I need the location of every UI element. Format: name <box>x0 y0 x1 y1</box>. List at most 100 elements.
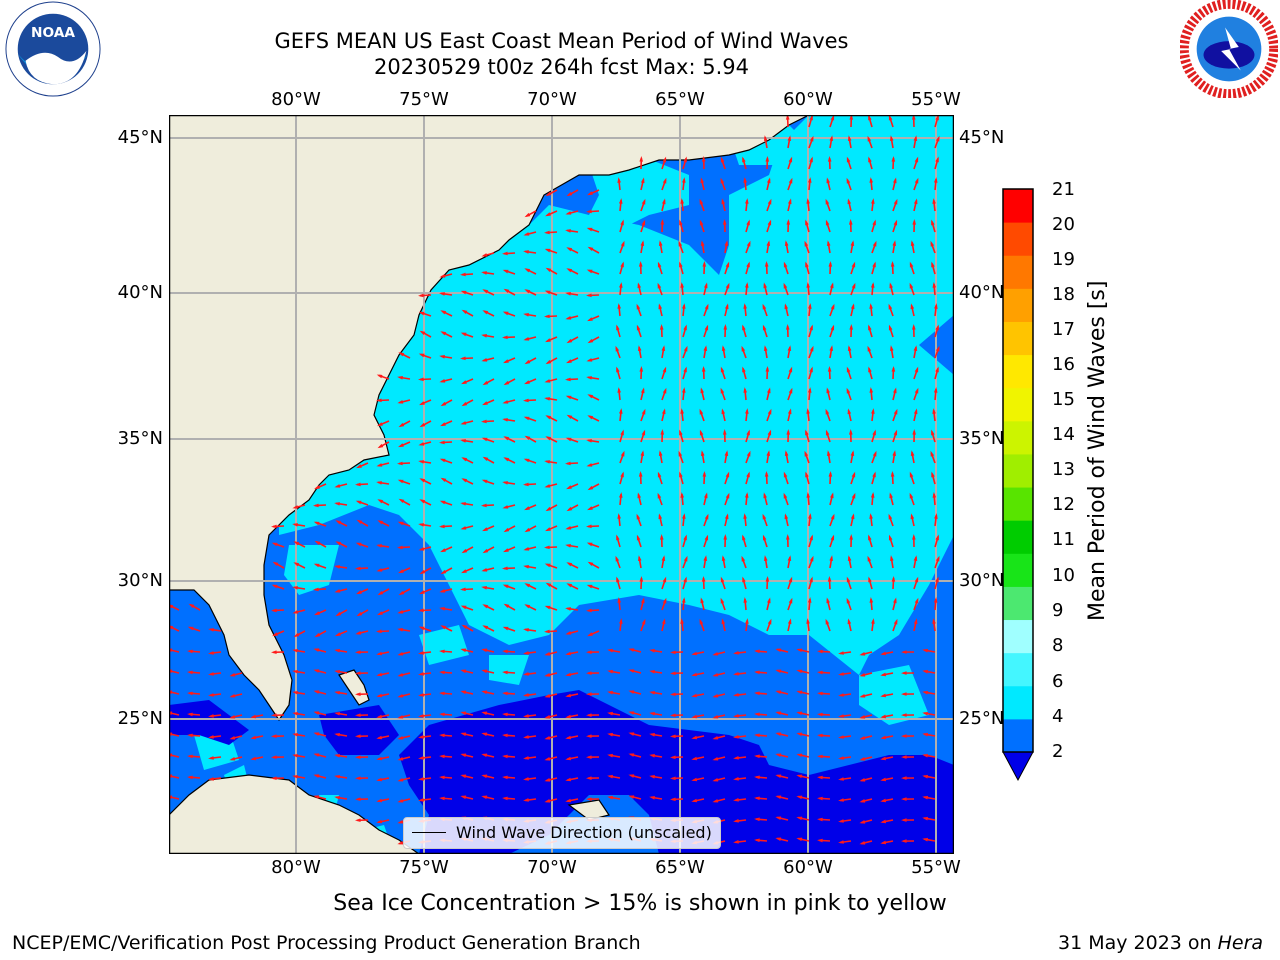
wave-direction-arrowhead <box>742 324 746 331</box>
colorbar-tick-15: 15 <box>1052 389 1075 410</box>
wave-direction-arrowhead <box>838 777 844 781</box>
wave-direction-arrowhead <box>335 520 342 525</box>
lon-tick-bottom-80w: 80°W <box>271 857 321 878</box>
wave-direction-arrowhead <box>187 670 193 675</box>
wave-direction-arrowhead <box>418 442 425 446</box>
wave-direction-arrowhead <box>587 506 593 511</box>
wave-direction-arrowhead <box>880 672 887 677</box>
wave-direction-arrowhead <box>418 547 425 551</box>
wave-direction-arrowhead <box>914 597 919 604</box>
wave-direction-arrowhead <box>830 534 835 541</box>
wave-direction-arrowhead <box>872 450 877 457</box>
wave-direction-arrowhead <box>439 670 445 675</box>
wave-direction-arrowhead <box>683 555 688 562</box>
wave-direction-arrowhead <box>743 513 747 519</box>
wave-direction-arrowhead <box>901 734 907 738</box>
wave-direction-arrowhead <box>827 156 832 162</box>
wave-direction-arrowhead <box>292 610 299 614</box>
wave-direction-arrowhead <box>544 694 551 698</box>
wave-direction-arrowhead <box>712 736 719 740</box>
colorbar-band <box>1003 553 1033 587</box>
wave-direction-arrowhead <box>868 366 872 373</box>
wave-direction-arrowhead <box>460 332 467 337</box>
wave-direction-arrowhead <box>586 439 592 443</box>
wave-direction-arrowhead <box>934 513 938 519</box>
wave-direction-arrowhead <box>397 610 404 614</box>
wave-direction-arrowhead <box>355 671 361 676</box>
wave-direction-arrowhead <box>440 401 447 407</box>
wave-direction-arrowhead <box>826 240 831 246</box>
colorbar-tick-6: 6 <box>1052 671 1064 692</box>
wave-direction-arrowhead <box>724 240 729 246</box>
wave-direction-arrowhead <box>859 778 866 782</box>
wave-direction-arrowhead <box>829 345 834 351</box>
wave-direction-arrowhead <box>703 282 708 289</box>
wave-direction-arrowhead <box>784 450 789 457</box>
wave-direction-arrowhead <box>922 795 929 800</box>
wave-direction-arrowhead <box>565 316 572 320</box>
wave-direction-arrowhead <box>565 777 572 782</box>
wave-direction-arrowhead <box>743 387 748 393</box>
wave-direction-arrowhead <box>335 611 342 617</box>
wave-direction-arrowhead <box>785 534 790 540</box>
wave-direction-arrowhead <box>587 485 594 491</box>
wave-direction-arrowhead <box>313 795 320 799</box>
wave-direction-arrowhead <box>700 240 705 246</box>
wave-direction-arrowhead <box>825 618 830 625</box>
wave-direction-arrowhead <box>746 471 750 478</box>
wave-direction-arrowhead <box>208 693 214 697</box>
wave-direction-arrowhead <box>566 506 573 512</box>
wave-direction-arrowhead <box>524 435 531 441</box>
wave-direction-arrowhead <box>932 408 936 414</box>
wave-period-map <box>169 115 954 854</box>
wave-direction-arrowhead <box>765 576 770 582</box>
wave-direction-arrowhead <box>439 292 445 296</box>
wave-direction-arrowhead <box>914 366 919 373</box>
wave-direction-arrowhead <box>670 755 676 760</box>
wave-direction-arrowhead <box>872 471 876 478</box>
wave-direction-arrowhead <box>439 458 446 463</box>
wave-direction-arrowhead <box>746 219 750 226</box>
wave-direction-arrowhead <box>849 534 853 540</box>
wave-direction-arrowhead <box>725 261 730 268</box>
lon-tick-bottom-55w: 55°W <box>911 857 961 878</box>
wave-direction-arrowhead <box>743 303 747 309</box>
wave-direction-arrowhead <box>397 628 403 632</box>
wave-direction-arrowhead <box>586 293 592 298</box>
wave-direction-arrowhead <box>523 651 529 655</box>
wave-direction-arrowhead <box>355 713 361 718</box>
lon-tick-top-60w: 60°W <box>783 89 833 110</box>
colorbar-band <box>1003 487 1033 521</box>
wave-direction-arrowhead <box>314 632 321 638</box>
wave-direction-arrowhead <box>933 387 938 393</box>
wave-direction-arrowhead <box>754 733 760 738</box>
wave-direction-arrowhead <box>565 437 572 442</box>
wave-direction-arrowhead <box>662 366 667 373</box>
wave-direction-arrowhead <box>806 282 811 288</box>
wave-direction-arrowhead <box>825 429 830 436</box>
wave-direction-arrowhead <box>838 672 844 676</box>
wave-direction-arrowhead <box>746 261 750 268</box>
wave-direction-arrowhead <box>703 555 708 561</box>
wave-direction-arrowhead <box>628 648 635 652</box>
lat-tick-right-25n: 25°N <box>959 708 1005 729</box>
wave-direction-arrowhead <box>712 715 719 719</box>
wave-direction-arrowhead <box>888 303 893 310</box>
wave-direction-arrowhead <box>523 714 529 718</box>
wave-direction-arrowhead <box>754 796 760 801</box>
wave-direction-arrowhead <box>439 712 445 717</box>
wave-direction-arrowhead <box>419 401 425 406</box>
wave-direction-arrowhead <box>838 735 844 739</box>
lat-tick-right-45n: 45°N <box>959 127 1005 148</box>
wave-direction-arrowhead <box>931 471 935 478</box>
wave-direction-arrowhead <box>523 313 529 317</box>
wave-direction-arrowhead <box>893 597 897 604</box>
wave-direction-arrowhead <box>869 303 873 309</box>
wave-direction-arrowhead <box>481 711 488 716</box>
wave-direction-arrowhead <box>872 219 876 226</box>
wave-direction-arrowhead <box>418 798 424 802</box>
wave-direction-arrowhead <box>292 774 298 779</box>
wave-direction-arrowhead <box>901 818 907 822</box>
wave-direction-arrowhead <box>313 648 320 652</box>
wave-direction-arrowhead <box>355 500 362 505</box>
